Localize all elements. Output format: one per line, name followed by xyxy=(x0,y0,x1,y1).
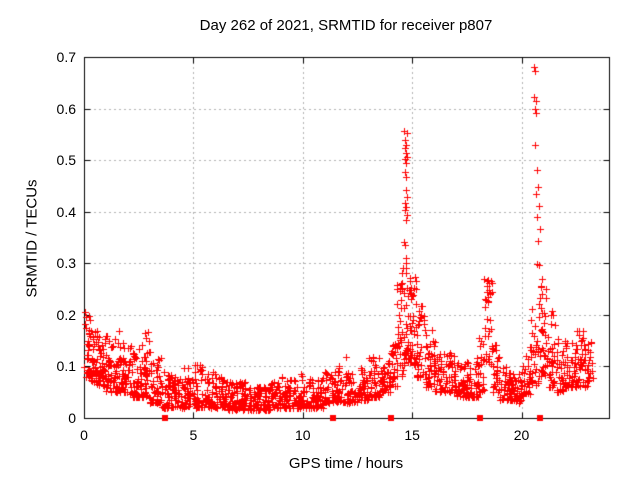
x-tick-label: 0 xyxy=(80,427,88,443)
y-tick-label: 0.2 xyxy=(56,306,76,323)
x-tick-label: 20 xyxy=(513,427,530,443)
x-tick-label: 5 xyxy=(189,427,198,443)
y-tick-label: 0.1 xyxy=(56,358,76,375)
y-tick-label: 0.6 xyxy=(56,100,76,117)
y-tick-label: 0.4 xyxy=(56,203,76,220)
x-tick-label: 15 xyxy=(404,427,420,443)
y-tick-label: 0.3 xyxy=(56,255,76,272)
chart-title: Day 262 of 2021, SRMTID for receiver p80… xyxy=(199,17,493,34)
y-tick-label: 0.5 xyxy=(56,152,76,169)
y-tick-label: 0.7 xyxy=(56,49,76,65)
y-tick-label: 0 xyxy=(68,410,76,426)
x-tick-label: 10 xyxy=(294,427,311,443)
y-axis-label: SRMTID / TECUs xyxy=(23,179,41,298)
x-axis-label: GPS time / hours xyxy=(288,455,404,472)
